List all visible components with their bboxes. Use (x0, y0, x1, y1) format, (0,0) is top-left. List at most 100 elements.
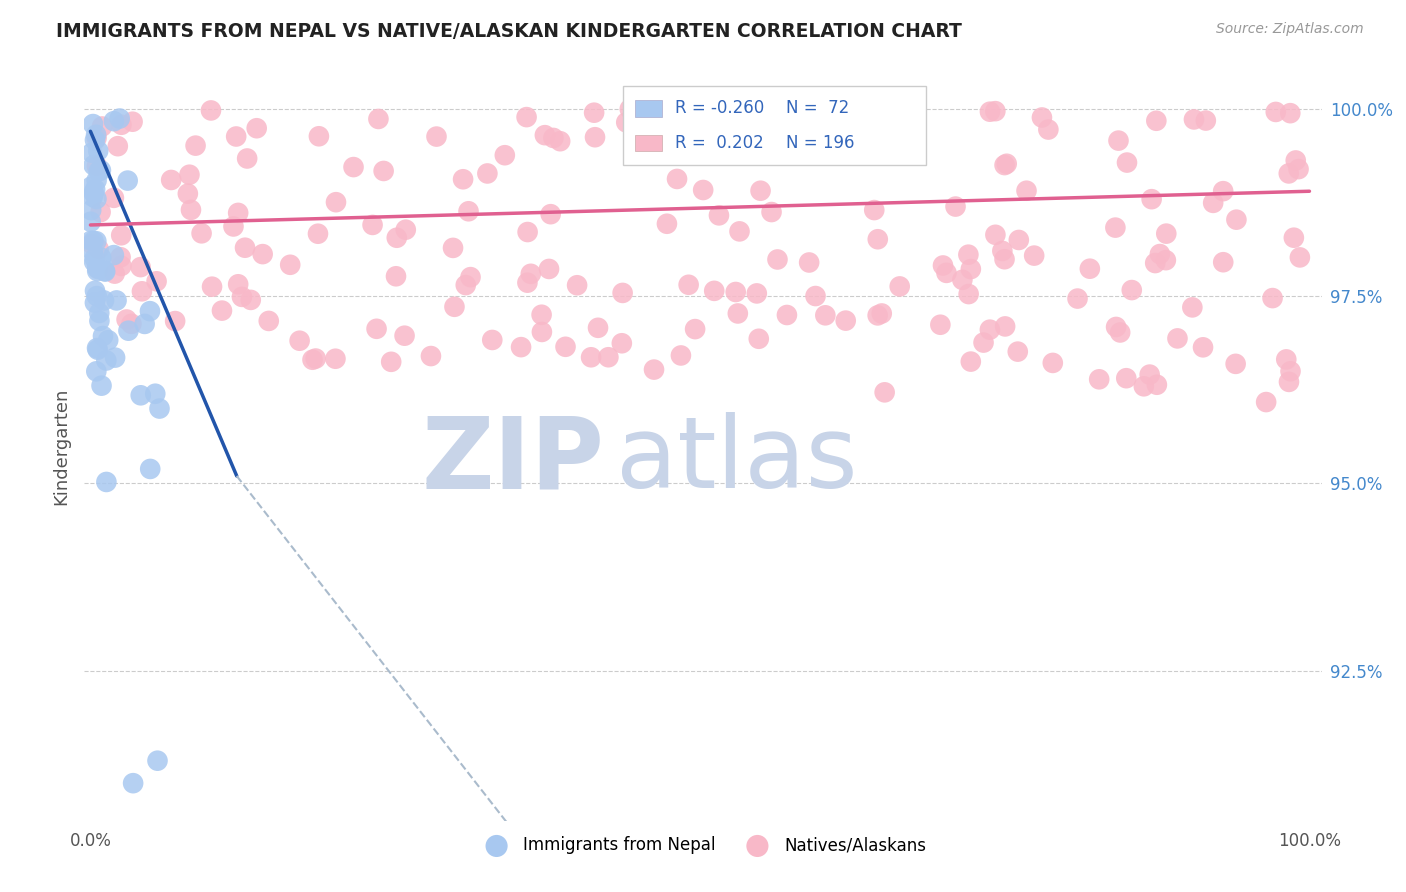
Point (1192, 340, 1215, 354)
Point (1261, 291, 1284, 305)
Point (90, 163, 112, 178)
Point (866, 232, 889, 246)
Point (148, 401, 170, 416)
Point (1139, 368, 1161, 382)
Point (1109, 326, 1132, 340)
Text: R =  0.202: R = 0.202 (675, 134, 763, 152)
Point (1212, 184, 1234, 198)
Point (1031, 111, 1053, 125)
Point (728, 224, 751, 238)
Point (86, 159, 108, 173)
Point (994, 319, 1017, 334)
Point (1288, 162, 1310, 177)
Point (1279, 364, 1302, 378)
Point (80, 236, 103, 251)
Point (108, 112, 131, 126)
Point (139, 304, 162, 318)
Point (325, 195, 347, 210)
Point (870, 306, 893, 320)
Point (530, 325, 553, 339)
Point (257, 314, 280, 328)
Point (129, 260, 152, 274)
Point (93, 264, 115, 278)
Point (548, 134, 571, 148)
Point (1264, 104, 1286, 119)
Point (995, 157, 1018, 171)
Point (117, 173, 139, 187)
Point (252, 247, 274, 261)
Point (516, 110, 538, 124)
Point (1225, 212, 1247, 227)
Point (94, 264, 117, 278)
Point (1024, 249, 1046, 263)
Point (460, 270, 482, 285)
Point (89, 306, 111, 320)
Point (200, 103, 222, 118)
Point (614, 115, 637, 129)
Point (666, 172, 689, 186)
Point (87, 242, 110, 256)
Point (481, 333, 503, 347)
Point (610, 336, 633, 351)
Point (380, 355, 402, 369)
Point (441, 241, 464, 255)
Text: R = -0.260: R = -0.260 (675, 99, 763, 118)
Point (655, 217, 678, 231)
Point (121, 114, 143, 128)
Point (1008, 233, 1031, 247)
Point (1278, 375, 1301, 389)
Point (945, 200, 967, 214)
Point (82, 244, 104, 259)
Point (692, 183, 714, 197)
Point (554, 340, 576, 354)
Point (619, 102, 641, 116)
Point (80, 179, 103, 194)
Point (979, 323, 1001, 337)
Point (87, 262, 110, 277)
Point (115, 312, 138, 326)
Point (134, 317, 156, 331)
Point (91, 329, 114, 343)
Point (1275, 352, 1298, 367)
Point (644, 120, 666, 134)
Point (1146, 377, 1168, 392)
Point (122, 776, 145, 790)
Point (1289, 251, 1312, 265)
Point (305, 351, 328, 366)
FancyBboxPatch shape (636, 135, 662, 152)
Point (145, 274, 167, 288)
Point (957, 248, 980, 262)
Point (86, 192, 108, 206)
Point (797, 255, 820, 269)
Point (1282, 230, 1305, 244)
Point (1149, 247, 1171, 261)
Point (1038, 122, 1060, 136)
Point (477, 166, 499, 180)
Point (643, 362, 665, 376)
Point (83, 252, 105, 266)
Point (104, 267, 127, 281)
Y-axis label: Kindergarten: Kindergarten (52, 387, 70, 505)
Point (866, 309, 889, 323)
Point (146, 754, 169, 768)
Point (443, 300, 465, 314)
Point (876, 142, 898, 156)
Point (520, 267, 543, 281)
Point (598, 350, 620, 364)
FancyBboxPatch shape (636, 100, 662, 117)
Point (959, 262, 981, 277)
Point (110, 259, 132, 273)
Point (984, 104, 1007, 119)
Point (84, 182, 107, 196)
Point (103, 191, 125, 205)
Point (863, 203, 886, 218)
Point (180, 202, 202, 217)
Point (761, 205, 783, 219)
Point (96, 353, 118, 368)
Point (80, 215, 103, 229)
Point (1108, 134, 1130, 148)
Point (83, 186, 105, 200)
Point (89, 314, 111, 328)
FancyBboxPatch shape (623, 87, 925, 165)
Point (950, 273, 973, 287)
